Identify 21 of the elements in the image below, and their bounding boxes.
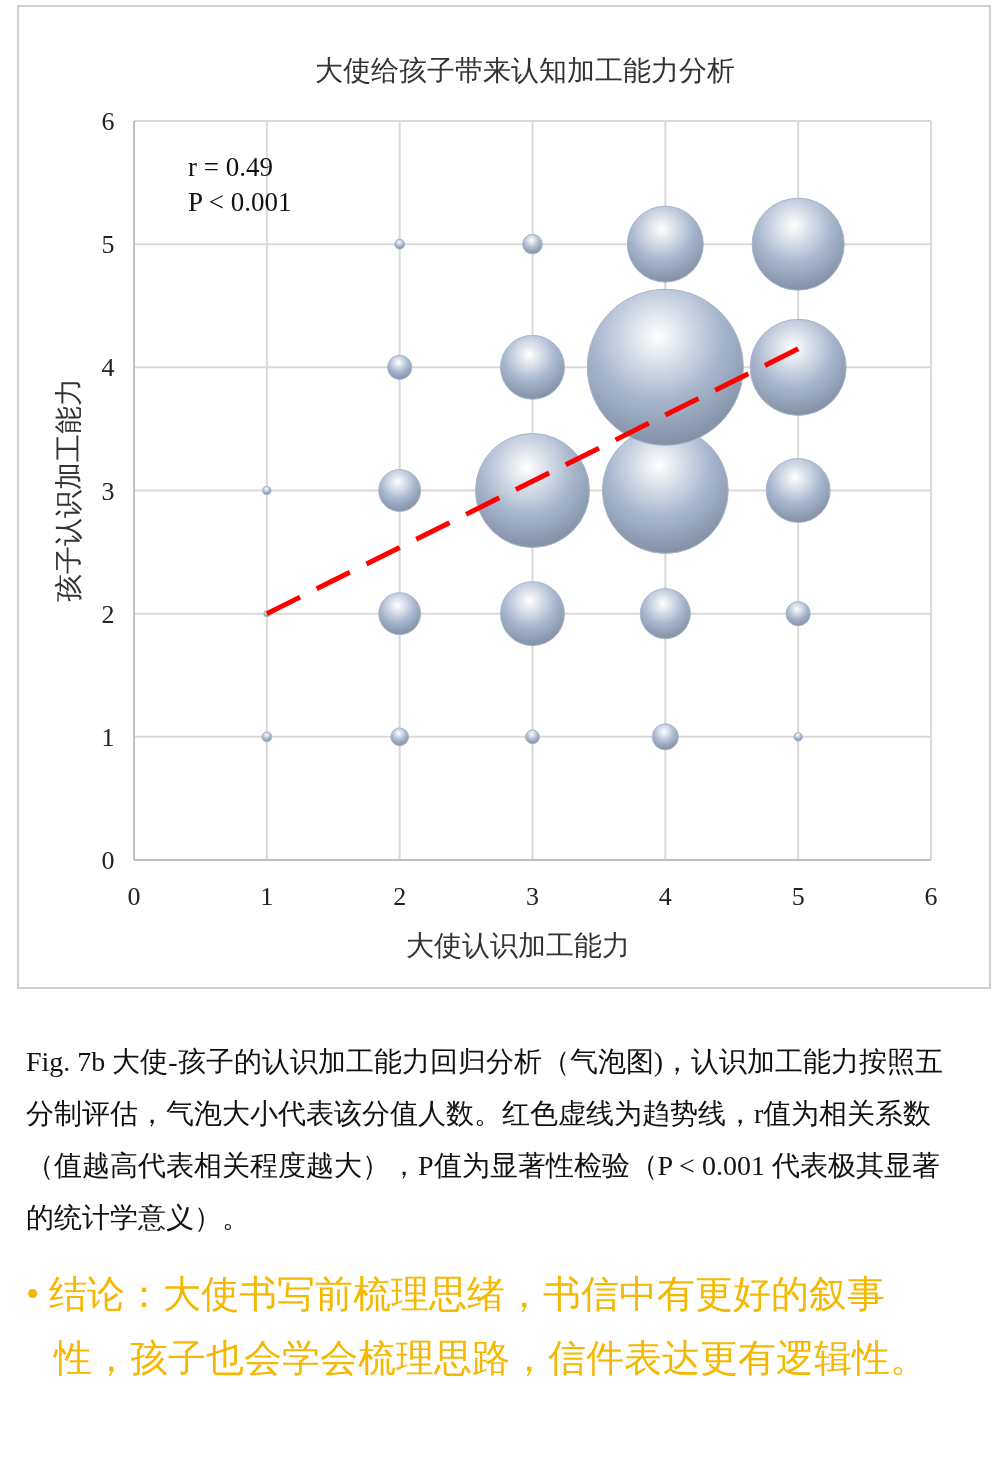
x-tick-label: 5 (791, 882, 805, 911)
y-tick-label: 6 (101, 107, 115, 136)
x-tick-label: 6 (924, 882, 938, 911)
x-tick-label: 4 (658, 882, 672, 911)
y-tick-label: 0 (101, 846, 115, 875)
text: • 结论：大使书写前梳理思绪，书信中有更好的叙事性，孩子也会学会梳理思路，信件表达更有逻辑性。 (26, 1272, 929, 1381)
x-tick-label: 2 (393, 882, 407, 911)
x-tick-label: 1 (260, 882, 274, 911)
annotation: P < 0.001 (188, 187, 292, 217)
x-tick-label: 3 (526, 882, 539, 911)
y-tick-label: 5 (101, 230, 115, 260)
y-axis-title: 孩子认识加工能力 (53, 378, 84, 602)
y-tick-label: 2 (101, 599, 115, 629)
y-tick-label: 1 (101, 722, 115, 752)
caption: Fig. 7b 大使-孩子的认识加工能力回归分析（气泡图)，认识加工能力按照五分制评估，气泡大小代表该分值人数。红色虚线为趋势线，r值为相关系数（值越高代表相关程度越大），P值为显著性检验（P < 0.001 代表极其显著的统计学意义）。 (26, 1045, 944, 1235)
y-tick-label: 4 (101, 353, 115, 383)
x-tick-label: 0 (127, 882, 141, 911)
annotation: r = 0.49 (188, 152, 273, 182)
y-tick-label: 3 (101, 476, 115, 506)
chart-title: 大使给孩子带来认知加工能力分析 (315, 55, 735, 86)
x-axis-title: 大使认识加工能力 (406, 930, 630, 961)
